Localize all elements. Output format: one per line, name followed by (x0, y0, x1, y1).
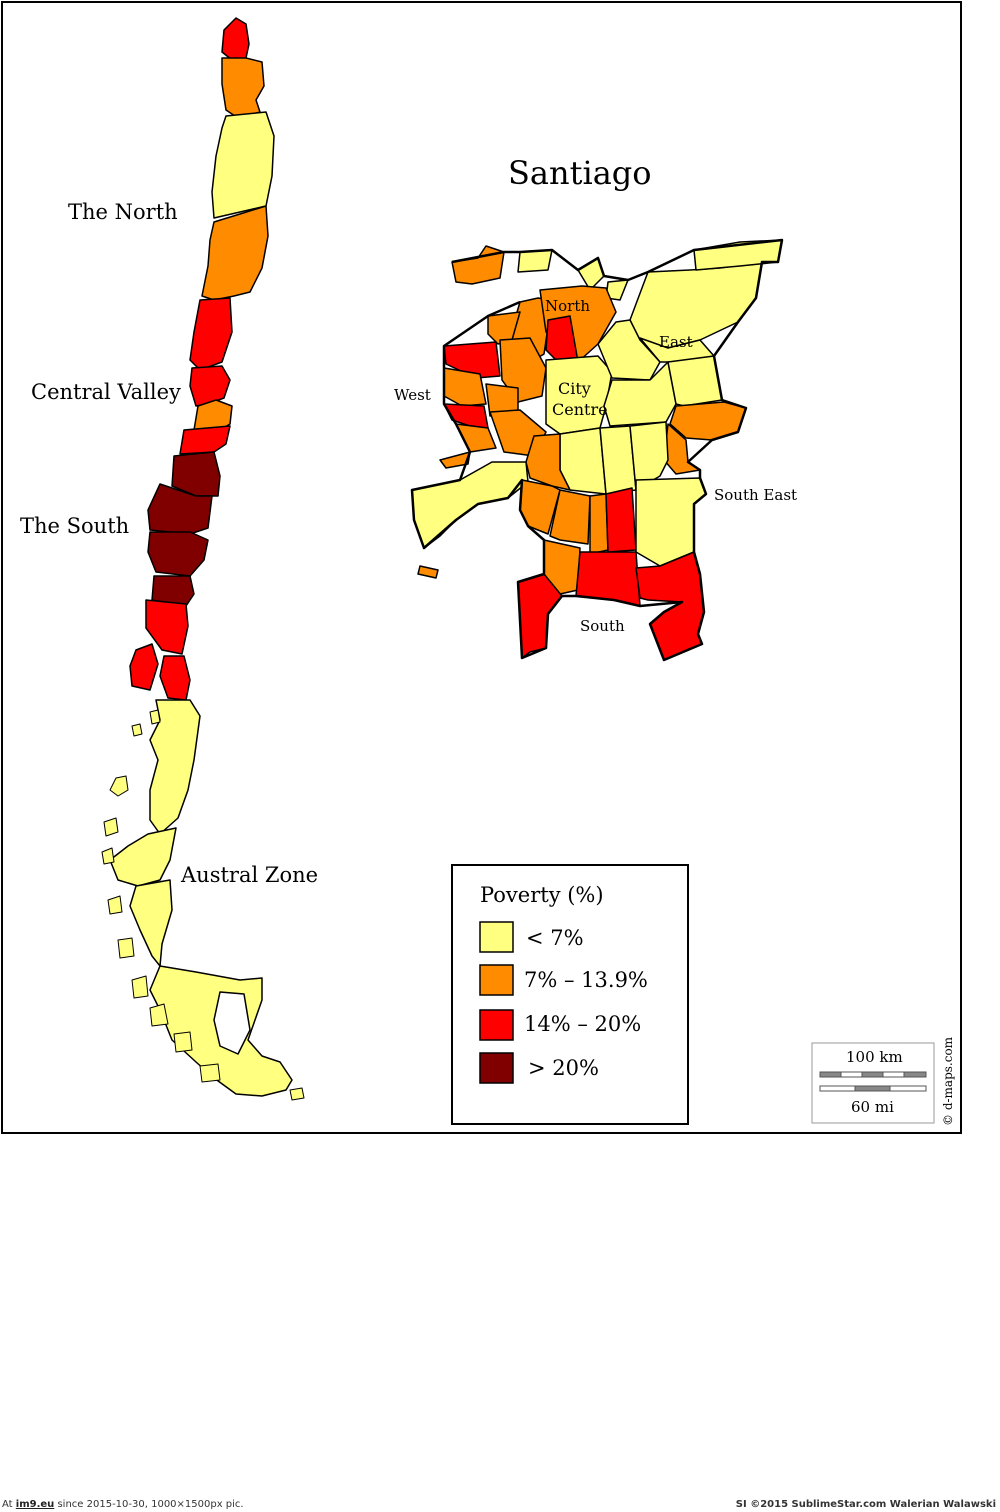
santiago-label-north: North (545, 297, 590, 315)
chile-region-valparaiso (189, 365, 231, 407)
region-label-austral: Austral Zone (180, 863, 318, 887)
chile-region-araucania (147, 531, 209, 577)
region-label-central: Central Valley (31, 380, 181, 404)
chile-region-biobio (147, 483, 213, 535)
santiago-label-west: West (394, 386, 431, 404)
scale-box (811, 1042, 935, 1124)
santiago-commune-w-island (417, 565, 439, 579)
santiago-commune-w-orange2 (499, 337, 547, 403)
region-label-south: The South (20, 514, 129, 538)
footer-prefix: At (2, 1499, 16, 1510)
footer-suffix: since 2015-10-30, 1000×1500px pic. (54, 1499, 244, 1510)
chile-region-losrios (151, 575, 195, 607)
santiago-commune-city-centre (545, 355, 613, 435)
santiago-commune-c3 (629, 421, 669, 491)
legend-swatch-2 (479, 964, 514, 996)
island-10 (289, 1087, 305, 1101)
santiago-commune-s-red-strip (605, 487, 637, 553)
chile-region-atacama (201, 205, 269, 301)
island-7 (149, 1003, 169, 1027)
island-9 (199, 1063, 221, 1083)
chile-region-loslagos-south (159, 655, 191, 701)
island-6 (131, 975, 149, 999)
santiago-label-south-east: South East (714, 486, 797, 504)
santiago-label-city-1: City (558, 379, 591, 398)
scale-bar-km (819, 1071, 927, 1078)
santiago-commune-n-strip (517, 249, 553, 273)
chile-region-antofagasta (211, 111, 275, 219)
scale-km-label: 100 km (846, 1048, 903, 1066)
santiago-commune-w-orange3 (443, 367, 487, 407)
map-frame (1, 1, 962, 1134)
santiago-commune-s-orange4 (589, 493, 609, 555)
santiago-commune-w-red (443, 341, 501, 379)
chile-region-loslagos (145, 599, 189, 655)
chile-region-tierra-del-fuego (213, 991, 251, 1055)
santiago-outline (410, 238, 784, 662)
island-1 (109, 775, 129, 797)
scale-mi-label: 60 mi (851, 1098, 894, 1116)
santiago-commune-e3 (667, 355, 723, 407)
chile-region-coquimbo (189, 297, 233, 371)
island-11 (131, 723, 143, 737)
island-12 (149, 709, 161, 725)
footer-right: SI ©2015 SublimeStar.com Walerian Walaws… (735, 1499, 996, 1510)
santiago-label-east: East (659, 333, 693, 351)
santiago-title: Santiago (508, 154, 652, 192)
chile-region-tarapaca (221, 57, 265, 119)
santiago-commune-ne-big (629, 261, 763, 349)
scale-bar-mi (819, 1085, 927, 1092)
chile-region-maule (171, 451, 221, 497)
legend-swatch-1 (479, 921, 514, 953)
santiago-commune-sw-orange3 (549, 489, 591, 545)
credit-text: © d-maps.com (941, 1036, 955, 1126)
island-4 (107, 895, 123, 915)
legend-label-1: < 7% (526, 926, 584, 950)
legend-label-2: 7% – 13.9% (524, 968, 648, 992)
chile-region-chiloe (129, 643, 159, 691)
region-label-north: The North (68, 200, 178, 224)
legend-swatch-4 (479, 1052, 514, 1084)
legend-swatch-3 (479, 1009, 514, 1041)
island-2 (103, 817, 119, 837)
santiago-label-south: South (580, 617, 625, 635)
chile-region-aysen-coast (109, 827, 177, 887)
chile-region-ohiggins (179, 425, 231, 455)
santiago-label-city-2: Centre (552, 400, 608, 419)
legend-label-3: 14% – 20% (524, 1012, 641, 1036)
island-5 (117, 937, 135, 959)
santiago-commune-sw-orange1 (525, 433, 571, 491)
chile-region-arica (221, 17, 250, 61)
santiago-commune-e2 (603, 361, 677, 427)
santiago-commune-w-yellow-big (411, 461, 529, 549)
santiago-commune-nw1 (451, 245, 505, 285)
chile-region-magallanes-north (129, 879, 173, 967)
footer-link[interactable]: im9.eu (15, 1499, 55, 1510)
santiago-commune-west-small (439, 451, 471, 469)
island-3 (101, 847, 115, 865)
footer-left: At im9.eu since 2015-10-30, 1000×1500px … (2, 1498, 244, 1512)
legend-label-4: > 20% (528, 1056, 599, 1080)
island-8 (173, 1031, 193, 1053)
legend-title: Poverty (%) (480, 883, 604, 907)
